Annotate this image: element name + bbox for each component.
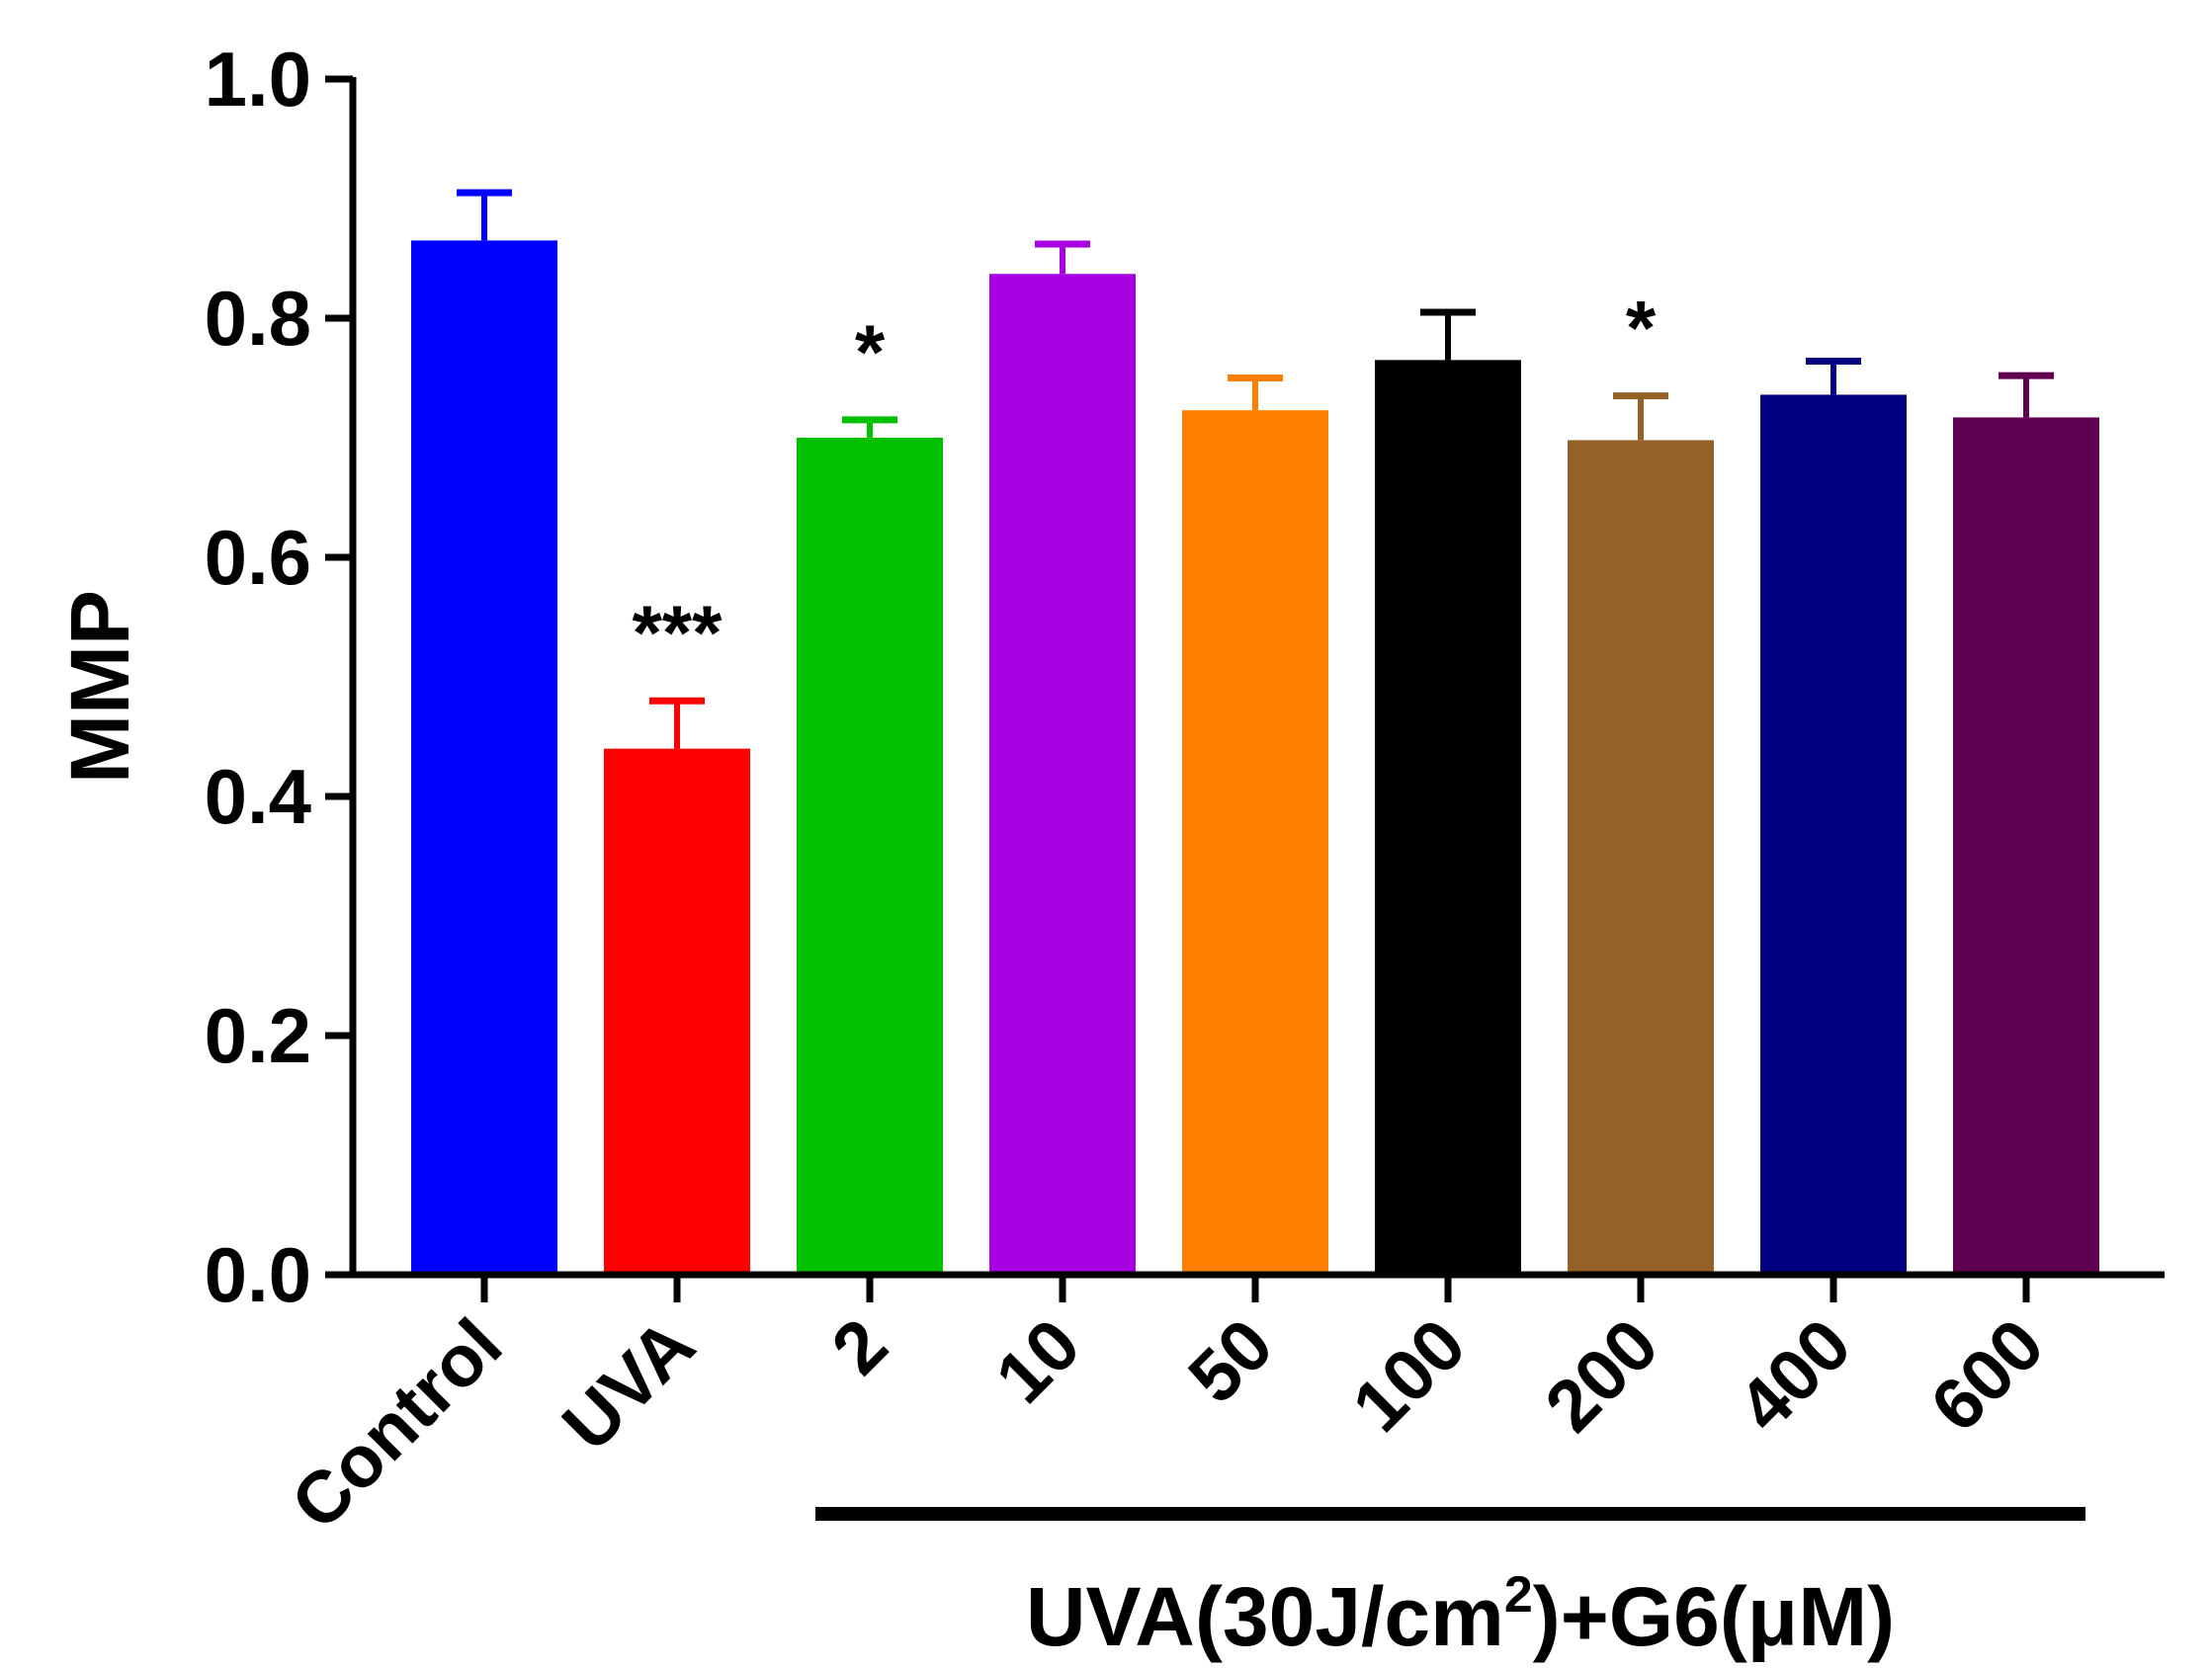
x-tick-label: 2 bbox=[816, 1303, 903, 1390]
bar-2 bbox=[797, 438, 943, 1275]
y-tick-label: 0.6 bbox=[205, 514, 311, 601]
significance-label: *** bbox=[632, 589, 723, 676]
x-tick-label: 50 bbox=[1172, 1303, 1288, 1419]
y-axis: 0.0 0.2 0.4 0.6 0.8 1.0 bbox=[205, 36, 357, 1318]
bar-200 bbox=[1568, 440, 1714, 1275]
y-axis-title: MMP bbox=[53, 590, 146, 784]
bars: **** * bbox=[411, 189, 2099, 1276]
bar-10 bbox=[989, 274, 1136, 1276]
x-tick-label: 600 bbox=[1914, 1303, 2059, 1448]
y-tick-label: 0.2 bbox=[205, 992, 311, 1079]
x-tick-label: 10 bbox=[979, 1303, 1095, 1419]
y-tick-label: 0.8 bbox=[205, 275, 311, 362]
bar-uva bbox=[604, 748, 750, 1275]
bar-100 bbox=[1375, 360, 1521, 1276]
x-axis: Control UVA 2 10 50 100 200 400 600 bbox=[276, 1271, 2165, 1545]
y-tick-label: 0.0 bbox=[205, 1231, 311, 1318]
y-axis-title-group: MMP bbox=[53, 590, 146, 784]
bar-50 bbox=[1182, 410, 1328, 1275]
x-tick-label: UVA bbox=[547, 1303, 710, 1466]
group-bracket-label: UVA(30J/cm2)+G6(μM) bbox=[1026, 1566, 1895, 1663]
x-tick-label: 200 bbox=[1529, 1303, 1673, 1448]
y-tick-label: 0.4 bbox=[205, 753, 311, 840]
significance-label: * bbox=[1626, 285, 1657, 372]
y-tick-label: 1.0 bbox=[205, 36, 311, 123]
bar-control bbox=[411, 240, 557, 1276]
x-tick-label: 100 bbox=[1336, 1303, 1481, 1448]
bar-600 bbox=[1953, 417, 2099, 1275]
significance-label: * bbox=[855, 308, 886, 395]
group-bracket: UVA(30J/cm2)+G6(μM) bbox=[815, 1507, 2085, 1663]
x-tick-label: 400 bbox=[1722, 1303, 1866, 1448]
x-tick-label: Control bbox=[276, 1303, 518, 1545]
bar-400 bbox=[1760, 394, 1907, 1275]
